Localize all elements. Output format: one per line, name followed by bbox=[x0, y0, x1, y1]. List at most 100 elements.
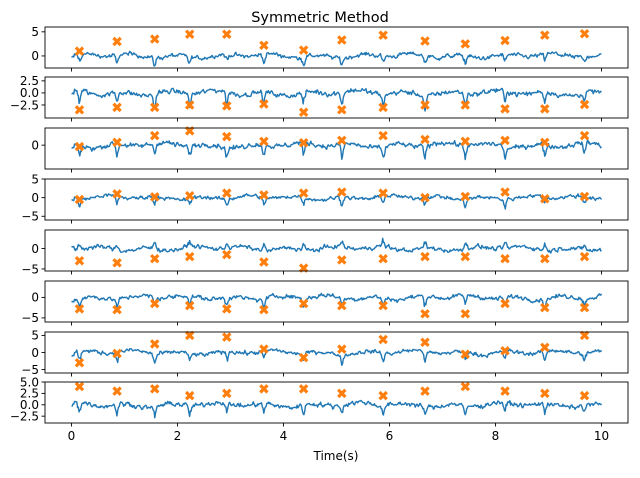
channel-1-marker bbox=[259, 40, 269, 51]
channel-3-ytick-label: 0 bbox=[31, 138, 39, 152]
channel-4-ytick-label: 0 bbox=[31, 191, 39, 205]
channel-7-marker bbox=[222, 332, 232, 342]
panel-channel-4: 5 0 −5 bbox=[21, 172, 629, 224]
channel-3-marker bbox=[149, 130, 160, 141]
channel-3-marker bbox=[420, 134, 430, 145]
x-tick-label: 2 bbox=[174, 429, 182, 443]
channel-4-signal bbox=[71, 193, 603, 210]
channel-2-ytick-label: 2.5 bbox=[20, 74, 39, 88]
channel-5-marker bbox=[259, 257, 269, 267]
channel-7-marker bbox=[337, 344, 347, 354]
channel-7-marker bbox=[259, 344, 269, 354]
channel-8-marker bbox=[378, 390, 388, 401]
channel-5-marker bbox=[74, 256, 85, 266]
channel-7-marker bbox=[420, 337, 430, 347]
channel-3-marker bbox=[579, 130, 590, 141]
channel-5-marker bbox=[298, 263, 309, 273]
channel-6-ytick-label: 0 bbox=[31, 291, 39, 305]
channel-2-frame bbox=[44, 76, 629, 119]
channel-5-marker bbox=[579, 251, 590, 262]
channel-4-marker bbox=[298, 188, 309, 198]
panel-channel-3: 0 bbox=[31, 126, 629, 173]
channel-1-marker bbox=[420, 36, 430, 46]
channel-6-signal bbox=[71, 292, 603, 310]
channel-6-marker bbox=[460, 309, 471, 319]
channel-1-marker bbox=[112, 36, 122, 47]
channel-8-marker bbox=[74, 381, 85, 392]
channel-2-marker bbox=[74, 105, 85, 115]
channel-5-marker bbox=[500, 253, 510, 264]
channel-3-marker bbox=[74, 141, 85, 152]
channel-1-marker bbox=[378, 30, 388, 40]
channel-2-marker bbox=[420, 100, 430, 110]
channel-4-marker bbox=[149, 192, 160, 202]
channel-5-marker bbox=[112, 258, 122, 268]
channel-7-ytick-label: −5 bbox=[21, 363, 39, 377]
channel-7-marker bbox=[460, 349, 471, 359]
x-tick-label: 8 bbox=[492, 429, 500, 443]
channel-1-marker bbox=[74, 46, 85, 56]
chart-title: Symmetric Method bbox=[251, 10, 389, 26]
channel-8-marker bbox=[298, 384, 309, 394]
x-axis: 0 2 4 6 8 10 bbox=[68, 429, 609, 443]
channel-1-marker bbox=[579, 29, 590, 39]
channel-8-marker bbox=[112, 386, 122, 396]
channel-7-marker bbox=[112, 348, 122, 359]
panel-channel-5: 0−5 bbox=[21, 229, 629, 276]
channel-1-marker bbox=[540, 30, 550, 40]
channel-5-frame bbox=[44, 229, 629, 272]
channel-8-marker bbox=[184, 390, 195, 401]
channel-7-marker bbox=[74, 358, 85, 368]
channel-5-marker bbox=[378, 253, 388, 264]
channel-2-marker bbox=[378, 102, 388, 113]
channel-2-marker bbox=[298, 107, 309, 117]
panel-channel-6: 0−5 bbox=[21, 280, 629, 326]
panel-channel-1: 50 bbox=[31, 25, 629, 72]
channel-6-marker bbox=[579, 302, 590, 313]
channel-4-marker bbox=[378, 188, 388, 198]
x-tick-label: 0 bbox=[68, 429, 76, 443]
channel-2-ytick-label: 0.0 bbox=[20, 86, 39, 100]
channel-8-marker bbox=[259, 384, 269, 394]
channel-6-marker bbox=[222, 304, 232, 314]
channel-6-ytick-label: −5 bbox=[21, 311, 39, 325]
channel-8-marker bbox=[460, 381, 471, 392]
channel-6-marker bbox=[420, 309, 430, 319]
channel-7-marker bbox=[184, 330, 195, 341]
channel-8-marker bbox=[420, 386, 430, 396]
channel-1-marker bbox=[298, 45, 309, 55]
channel-8-ytick-label: 0.0 bbox=[20, 398, 39, 412]
panel-channel-8: 5.02.50.0−2.5 bbox=[10, 375, 629, 427]
channel-8-frame bbox=[44, 381, 629, 424]
channel-7-marker bbox=[149, 339, 160, 349]
channel-5-marker bbox=[149, 253, 160, 264]
channel-8-marker bbox=[149, 384, 160, 394]
channel-4-frame bbox=[44, 178, 629, 221]
channel-3-marker bbox=[222, 131, 232, 142]
channel-3-marker bbox=[500, 135, 510, 146]
channel-6-marker bbox=[184, 300, 195, 311]
channel-5-marker bbox=[420, 251, 430, 262]
channel-6-frame bbox=[44, 280, 629, 323]
channel-4-marker bbox=[112, 189, 122, 199]
channel-5-marker bbox=[222, 249, 232, 260]
channel-4-marker bbox=[460, 191, 471, 202]
panel-channel-7: 5 0 −5 bbox=[21, 329, 629, 377]
channel-4-marker bbox=[337, 187, 347, 197]
channel-5-marker bbox=[184, 251, 195, 262]
x-axis-label: Time(s) bbox=[313, 449, 359, 463]
channel-5-marker bbox=[460, 251, 471, 262]
channel-1-marker bbox=[460, 39, 471, 49]
channel-8-ytick-label: −2.5 bbox=[10, 409, 39, 423]
channel-2-marker bbox=[149, 102, 160, 113]
channel-5-marker bbox=[337, 255, 347, 265]
channel-3-marker bbox=[184, 126, 195, 136]
channel-7-marker bbox=[378, 334, 388, 345]
channel-2-signal bbox=[71, 87, 602, 112]
channel-3-marker bbox=[378, 130, 388, 141]
channel-7-marker bbox=[540, 342, 550, 353]
channel-8-marker bbox=[540, 388, 550, 399]
channel-3-marker bbox=[259, 136, 269, 147]
